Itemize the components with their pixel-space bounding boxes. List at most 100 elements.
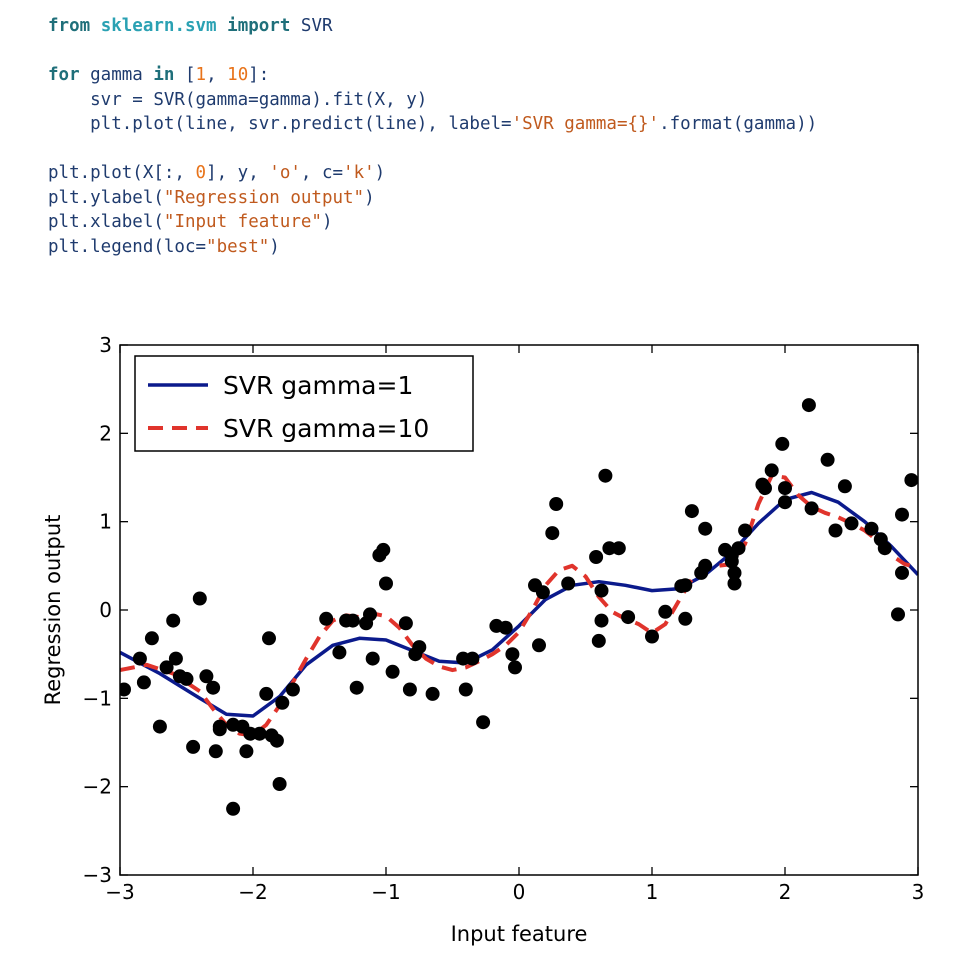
data-point — [738, 523, 753, 538]
data-point — [425, 686, 440, 701]
data-point — [778, 481, 792, 496]
x-tick-label: 0 — [513, 880, 526, 904]
code-token: , — [206, 65, 228, 85]
data-point — [349, 680, 364, 695]
data-point — [545, 526, 560, 541]
code-block: from sklearn.svm import SVR for gamma in… — [48, 14, 817, 259]
data-point — [864, 521, 879, 536]
data-point — [801, 398, 816, 413]
data-point — [179, 671, 194, 686]
code-token: ], y, — [206, 163, 270, 183]
legend-box — [134, 355, 474, 452]
x-tick-label: −3 — [105, 880, 134, 904]
data-point — [895, 565, 909, 580]
data-point — [199, 669, 214, 684]
points-layer — [120, 398, 918, 816]
data-point — [828, 523, 843, 538]
data-point — [144, 631, 159, 646]
data-point — [594, 613, 609, 628]
data-point — [598, 468, 613, 483]
code-token: plt.legend(loc= — [48, 236, 207, 257]
data-point — [698, 521, 713, 536]
data-point — [212, 722, 227, 737]
data-point — [458, 682, 473, 697]
data-point — [535, 585, 550, 600]
code-token: plt.plot(X[:, — [48, 163, 196, 183]
data-point — [398, 616, 413, 631]
data-point — [166, 613, 181, 628]
data-point — [345, 613, 360, 628]
x-tick-label: −1 — [371, 880, 400, 904]
data-point — [272, 777, 287, 791]
data-point — [645, 629, 659, 644]
ticks-layer: −3 −2 −1 0 1 2 3 −3 −2 −1 0 1 2 3 — [83, 333, 925, 904]
code-line: plt.plot(X[:, 0], y, 'o', c='k') — [48, 161, 817, 186]
data-point — [549, 497, 564, 511]
y-tick-label: 3 — [99, 333, 112, 357]
code-token: from — [48, 16, 91, 36]
code-token: ]: — [248, 65, 270, 85]
data-point — [412, 640, 427, 655]
curves-layer — [120, 473, 918, 738]
data-point — [891, 607, 905, 622]
data-point — [262, 631, 276, 646]
data-point — [376, 542, 391, 557]
code-line: from sklearn.svm import SVR — [48, 14, 817, 39]
data-point — [589, 550, 604, 564]
data-point — [252, 726, 267, 741]
data-point — [684, 504, 699, 519]
series-line-gamma-10 — [120, 473, 918, 738]
code-token: import — [227, 16, 291, 36]
data-point — [136, 675, 151, 690]
data-point — [505, 647, 520, 662]
code-token: 10 — [227, 65, 249, 85]
data-point — [365, 651, 380, 666]
data-point — [820, 452, 835, 467]
code-line: plt.legend(loc="best") — [48, 235, 817, 260]
code-token: 1 — [195, 65, 207, 85]
y-tick-label: −2 — [83, 775, 112, 799]
data-point — [476, 715, 491, 730]
data-point — [877, 541, 892, 556]
data-point — [904, 473, 918, 488]
data-point — [120, 682, 131, 697]
data-point — [895, 507, 909, 522]
y-tick-label: 2 — [99, 421, 112, 445]
code-token: plt.ylabel( — [48, 187, 164, 208]
y-tick-label: −1 — [83, 686, 112, 710]
data-point — [727, 576, 742, 591]
code-token: ) — [364, 187, 375, 208]
code-token: gamma — [79, 65, 154, 85]
code-token: ) — [269, 236, 280, 257]
series-line-gamma-1 — [120, 490, 918, 718]
data-point — [621, 610, 636, 625]
data-point — [159, 660, 174, 675]
y-tick-label: 0 — [99, 598, 112, 622]
data-point — [285, 682, 300, 697]
code-line: plt.ylabel("Regression output") — [48, 186, 817, 211]
data-point — [727, 565, 742, 580]
data-point — [804, 501, 819, 516]
code-token: 0 — [195, 163, 207, 183]
x-tick-label: 1 — [646, 880, 659, 904]
data-point — [678, 578, 693, 593]
legend-label-gamma-10: SVR gamma=10 — [223, 414, 429, 443]
x-tick-label: 3 — [912, 880, 925, 904]
x-tick-label: −2 — [238, 880, 267, 904]
data-point — [508, 660, 522, 675]
x-tick-label: 2 — [779, 880, 792, 904]
code-token: 'o' — [269, 163, 301, 183]
data-point — [402, 682, 417, 697]
data-point — [465, 651, 480, 666]
data-point — [778, 495, 792, 510]
data-point — [208, 744, 223, 759]
code-token: svr = SVR(gamma=gamma).fit(X, y) — [48, 89, 428, 110]
data-point — [775, 436, 790, 451]
data-point — [192, 591, 207, 606]
data-point — [275, 695, 290, 710]
data-point — [186, 739, 201, 754]
data-point — [611, 541, 626, 556]
code-token: SVR — [290, 16, 333, 36]
data-point — [226, 801, 241, 816]
